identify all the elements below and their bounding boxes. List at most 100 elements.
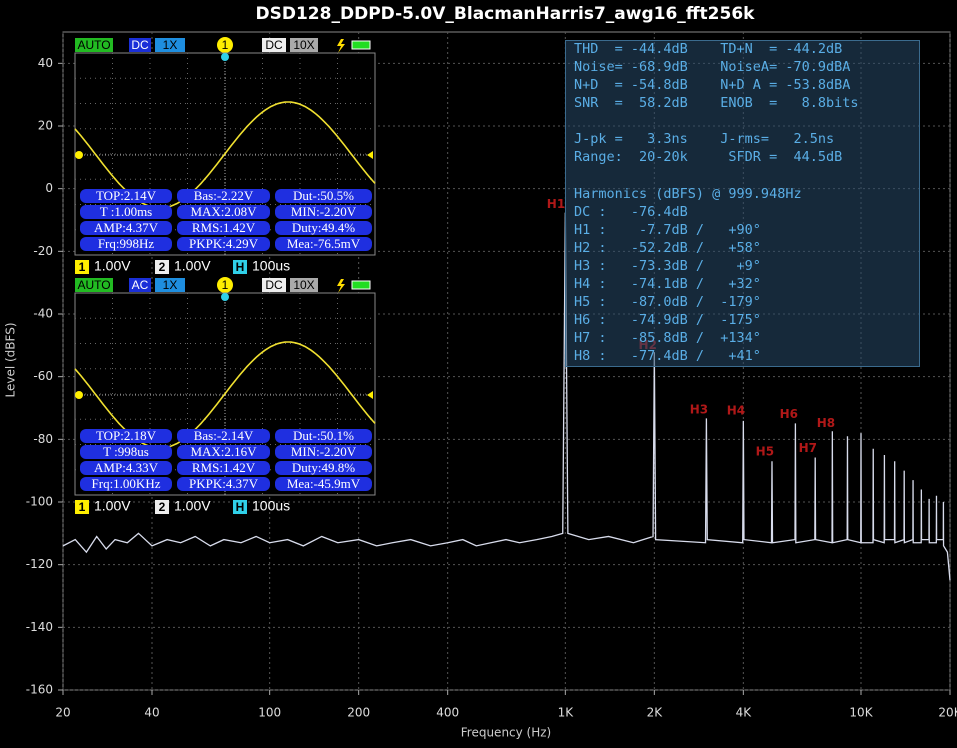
measure-box bbox=[80, 461, 172, 475]
stats-line: H8 : -77.4dB / +41° bbox=[574, 348, 761, 364]
measure-box bbox=[177, 477, 270, 491]
battery-icon bbox=[351, 280, 371, 290]
x-tick-label: 10K bbox=[849, 706, 873, 720]
y-tick-label: -40 bbox=[33, 307, 53, 321]
measure-box bbox=[275, 429, 372, 443]
stats-line: J-pk = 3.3ns J-rms= 2.5ns bbox=[574, 131, 835, 147]
measure-box bbox=[80, 221, 172, 235]
header-badge bbox=[155, 278, 185, 292]
x-tick-label: 20K bbox=[938, 706, 957, 720]
header-text: AC bbox=[132, 278, 149, 292]
harmonic-label: H3 bbox=[690, 403, 708, 417]
y-tick-label: -20 bbox=[33, 244, 53, 258]
stats-box bbox=[565, 40, 920, 367]
header-badge bbox=[155, 38, 185, 52]
measure-box bbox=[275, 205, 372, 219]
header-badge bbox=[129, 278, 151, 292]
scope-inset: AUTO DC 1X 1 DC 10X TOP:2.14V Bas:-2.22V Dut-:50… bbox=[74, 37, 376, 274]
header-text: 1 bbox=[222, 38, 229, 52]
stats-line: H4 : -74.1dB / +32° bbox=[574, 276, 761, 292]
measure-text: MIN:-2.20V bbox=[291, 204, 357, 219]
header-text: 10X bbox=[293, 38, 314, 52]
measure-box bbox=[177, 445, 270, 459]
harmonic-label: H5 bbox=[756, 444, 774, 458]
footer-text: 1.00V bbox=[174, 498, 211, 514]
measure-text: Duty:49.8% bbox=[292, 460, 355, 475]
header-text: 1 bbox=[222, 278, 229, 292]
footer-badge-text: H bbox=[236, 500, 245, 514]
measure-text: Duty:49.4% bbox=[292, 220, 355, 235]
measure-box bbox=[177, 221, 270, 235]
footer-badge bbox=[233, 260, 247, 274]
level-marker bbox=[367, 151, 373, 159]
measure-text: Bas:-2.14V bbox=[194, 428, 254, 443]
harmonic-label: H6 bbox=[780, 407, 798, 421]
measure-text: Dut-:50.5% bbox=[293, 188, 354, 203]
footer-text: 1.00V bbox=[174, 258, 211, 274]
measure-box bbox=[80, 477, 172, 491]
y-tick-label: -120 bbox=[26, 557, 53, 571]
footer-badge bbox=[75, 260, 89, 274]
measure-box bbox=[275, 445, 372, 459]
measure-text: MAX:2.16V bbox=[190, 444, 257, 459]
harmonic-label: H4 bbox=[727, 404, 745, 418]
header-text: AUTO bbox=[77, 38, 110, 52]
footer-badge bbox=[155, 260, 169, 274]
y-tick-label: -140 bbox=[26, 620, 53, 634]
trigger-icon bbox=[337, 39, 345, 53]
measure-box bbox=[275, 477, 372, 491]
footer-text: 1.00V bbox=[94, 258, 131, 274]
y-tick-label: -100 bbox=[26, 495, 53, 509]
footer-badge-text: 1 bbox=[79, 500, 86, 514]
footer-badge-text: 1 bbox=[79, 260, 86, 274]
measure-text: PKPK:4.37V bbox=[189, 476, 259, 491]
footer-badge-text: H bbox=[236, 260, 245, 274]
header-text: 1X bbox=[163, 38, 178, 52]
level-marker bbox=[367, 391, 373, 399]
measure-box bbox=[80, 205, 172, 219]
header-text: 1X bbox=[163, 278, 178, 292]
stats-line: THD = -44.4dB TD+N = -44.2dB bbox=[574, 41, 843, 57]
measure-box bbox=[275, 189, 372, 203]
y-axis-label: Level (dBFS) bbox=[4, 322, 18, 397]
trigger-icon bbox=[337, 279, 345, 293]
y-tick-label: 0 bbox=[45, 181, 53, 195]
measure-box bbox=[275, 221, 372, 235]
measure-text: Dut-:50.1% bbox=[293, 428, 354, 443]
measure-text: Frq:998Hz bbox=[98, 236, 155, 251]
measure-box bbox=[80, 445, 172, 459]
measure-box bbox=[80, 429, 172, 443]
measure-text: TOP:2.14V bbox=[96, 188, 157, 203]
harmonic-label: H8 bbox=[817, 416, 835, 430]
channel-badge bbox=[217, 277, 233, 293]
footer-badge bbox=[155, 500, 169, 514]
x-tick-label: 400 bbox=[436, 706, 459, 720]
measure-text: AMP:4.37V bbox=[94, 220, 159, 235]
header-text: DC bbox=[265, 278, 283, 292]
x-tick-label: 1K bbox=[558, 706, 575, 720]
stats-line: H5 : -87.0dB / -179° bbox=[574, 294, 761, 310]
y-tick-label: -160 bbox=[26, 683, 53, 697]
stats-line: N+D = -54.8dB N+D A = -53.8dBA bbox=[574, 77, 851, 93]
channel-badge bbox=[217, 37, 233, 53]
header-text: DC bbox=[265, 38, 283, 52]
header-text: 10X bbox=[293, 278, 314, 292]
measure-text: RMS:1.42V bbox=[192, 220, 256, 235]
measure-text: Mea:-76.5mV bbox=[287, 236, 361, 251]
y-tick-label: -80 bbox=[33, 432, 53, 446]
measure-text: PKPK:4.29V bbox=[189, 236, 259, 251]
measure-box bbox=[275, 461, 372, 475]
y-tick-label: 20 bbox=[38, 119, 53, 133]
footer-badge bbox=[233, 500, 247, 514]
stats-line: H1 : -7.7dB / +90° bbox=[574, 222, 761, 238]
measure-box bbox=[177, 237, 270, 251]
stats-line: H3 : -73.3dB / +9° bbox=[574, 258, 761, 274]
footer-badge-text: 2 bbox=[159, 500, 166, 514]
stats-line: Harmonics (dBFS) @ 999.948Hz bbox=[574, 186, 802, 202]
stats-line: H2 : -52.2dB / +58° bbox=[574, 240, 761, 256]
x-axis-label: Frequency (Hz) bbox=[461, 726, 552, 740]
measure-text: Bas:-2.22V bbox=[194, 188, 254, 203]
measure-box bbox=[80, 189, 172, 203]
